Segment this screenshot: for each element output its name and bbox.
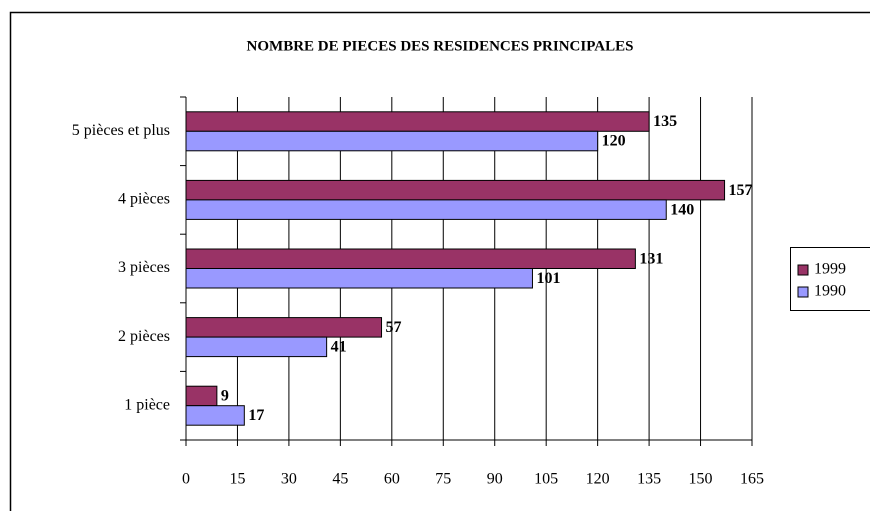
value-label: 101	[536, 270, 560, 287]
x-tick-label: 165	[740, 471, 764, 488]
bar	[185, 336, 328, 358]
value-label: 41	[331, 339, 347, 356]
x-tick-label: 135	[637, 471, 661, 488]
x-tick-label: 45	[332, 471, 348, 488]
legend-label: 1990	[814, 283, 846, 300]
bar	[185, 199, 667, 220]
value-label: 135	[653, 113, 677, 130]
legend-box	[790, 247, 870, 311]
x-tick-label: 120	[586, 471, 610, 488]
value-label: 17	[248, 407, 264, 424]
x-tick-label: 75	[435, 471, 451, 488]
legend-swatch	[797, 264, 809, 276]
legend-label: 1999	[814, 261, 846, 278]
value-label: 140	[670, 201, 694, 218]
value-label: 120	[602, 133, 626, 150]
bar	[185, 248, 636, 269]
value-label: 57	[386, 319, 402, 336]
x-tick-label: 60	[384, 471, 400, 488]
bar	[185, 268, 533, 289]
bar	[185, 317, 383, 338]
y-tick-label: 5 pièces et plus	[72, 122, 170, 139]
x-tick-label: 105	[534, 471, 558, 488]
legend-swatch	[797, 286, 809, 298]
y-tick-label: 1 pièce	[124, 396, 170, 413]
value-label: 157	[729, 182, 753, 199]
x-tick-label: 0	[182, 471, 190, 488]
bar	[185, 405, 245, 426]
value-label: 131	[639, 250, 663, 267]
y-tick-label: 3 pièces	[118, 259, 170, 276]
x-tick-label: 15	[229, 471, 245, 488]
y-tick-label: 2 pièces	[118, 328, 170, 345]
x-tick-label: 30	[281, 471, 297, 488]
value-label: 9	[221, 388, 229, 405]
y-tick-label: 4 pièces	[118, 191, 170, 208]
x-tick-label: 90	[487, 471, 503, 488]
bar	[185, 130, 599, 152]
bar	[185, 385, 218, 407]
chart-title: NOMBRE DE PIECES DES RESIDENCES PRINCIPA…	[247, 38, 634, 54]
bar	[185, 179, 726, 201]
bar	[185, 111, 650, 132]
x-tick-label: 150	[689, 471, 713, 488]
